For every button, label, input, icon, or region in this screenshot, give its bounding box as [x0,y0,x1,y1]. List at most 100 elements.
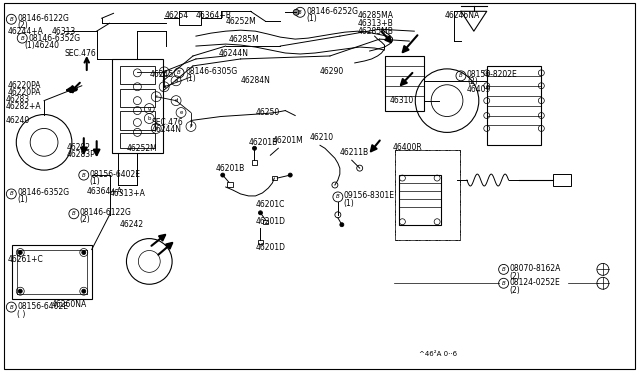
Text: 46310: 46310 [390,96,413,105]
Text: 46290: 46290 [320,67,344,76]
Text: 08070-8162A: 08070-8162A [509,264,561,273]
Text: 08156-6402E: 08156-6402E [17,302,68,311]
Text: 46240: 46240 [5,116,29,125]
Text: h: h [163,69,166,74]
Text: (2): (2) [17,21,28,30]
Text: 46244N: 46244N [219,49,249,58]
Text: 46211B: 46211B [340,148,369,157]
Text: 46285M: 46285M [228,35,259,44]
Text: 46282+A: 46282+A [5,102,41,111]
Text: (2): (2) [80,215,90,224]
Bar [273,176,277,180]
Bar [179,11,201,25]
Text: 46210: 46210 [310,133,334,142]
Text: 46285MB: 46285MB [358,27,394,36]
Text: 46246NA: 46246NA [445,11,480,20]
Text: B: B [177,70,181,76]
Text: (2): (2) [467,77,477,86]
Circle shape [82,250,86,254]
Text: 08146-6305G: 08146-6305G [185,67,237,76]
Bar [487,66,541,145]
Text: 46261+C: 46261+C [7,255,43,264]
Text: 46252M: 46252M [226,17,257,26]
Text: 46220PA: 46220PA [7,81,41,90]
Circle shape [340,223,344,227]
Text: 46250: 46250 [255,108,280,117]
Bar [264,220,268,224]
Circle shape [19,289,22,293]
Text: B: B [459,73,463,78]
Text: B: B [298,10,302,15]
Bar [399,175,441,225]
Text: 46285MA: 46285MA [358,11,394,20]
Bar [396,150,460,240]
Text: 46244N: 46244N [151,125,181,134]
Bar [120,66,156,84]
Circle shape [221,173,225,177]
Text: (1): (1) [344,199,355,208]
Text: ^46²A 0··6: ^46²A 0··6 [419,351,458,357]
Text: 46400R: 46400R [392,143,422,152]
Bar [120,110,156,131]
Text: B: B [82,173,86,177]
Text: 46201D: 46201D [255,243,285,252]
Circle shape [253,146,257,150]
Text: 08156-8202E: 08156-8202E [467,70,518,79]
Bar [252,160,257,165]
Text: (2): (2) [509,272,520,281]
Text: 46282: 46282 [67,143,91,152]
Bar [227,182,233,187]
Text: c: c [155,94,157,99]
Bar [111,59,163,153]
Text: SEC.476: SEC.476 [151,118,183,127]
Text: 46252M: 46252M [127,144,157,153]
Text: 08146-6352G: 08146-6352G [28,33,81,43]
Circle shape [259,211,262,215]
Text: F: F [189,124,193,129]
Text: 46283P: 46283P [67,150,95,159]
Text: 46244+A: 46244+A [7,27,44,36]
Text: B: B [336,195,340,199]
Text: a: a [174,78,178,83]
Text: 46201M: 46201M [273,136,303,145]
Text: 46201D: 46201D [255,217,285,226]
Text: 09156-8301E: 09156-8301E [344,192,395,201]
Text: ( ): ( ) [17,310,26,318]
Text: 46201C: 46201C [255,201,285,209]
Text: B: B [72,211,76,216]
Text: 46260NA: 46260NA [52,299,87,309]
Text: 46245: 46245 [149,70,173,79]
Text: SEC.476: SEC.476 [65,49,97,58]
Text: d: d [174,98,178,103]
Text: B: B [20,36,24,41]
Circle shape [82,289,86,293]
Text: 46201B: 46201B [216,164,245,173]
Text: 46409: 46409 [467,85,492,94]
Text: (2): (2) [509,286,520,295]
Text: b: b [148,116,151,121]
Text: 46242: 46242 [120,220,143,229]
Text: 46201B: 46201B [248,138,278,147]
Text: 08124-0252E: 08124-0252E [509,278,561,287]
Text: e: e [154,126,158,131]
Bar [12,244,92,299]
Bar [259,240,264,244]
Text: 08146-6122G: 08146-6122G [17,14,69,23]
Bar [553,174,571,186]
Text: 08146-6352G: 08146-6352G [17,189,69,198]
Text: 46313: 46313 [52,27,76,36]
Text: (1): (1) [306,14,317,23]
Text: e: e [179,110,183,115]
Text: a: a [163,84,166,89]
Text: (1): (1) [17,195,28,204]
Text: B: B [10,305,13,310]
Text: 46284N: 46284N [241,76,271,85]
Text: (1): (1) [185,74,196,83]
Bar [385,56,424,110]
Text: 46364+A: 46364+A [87,187,123,196]
Text: 46283: 46283 [5,95,29,104]
Text: 46313+B: 46313+B [358,19,394,28]
Text: 46313+A: 46313+A [109,189,145,198]
Text: 46254: 46254 [164,11,188,20]
Text: B: B [10,192,13,196]
